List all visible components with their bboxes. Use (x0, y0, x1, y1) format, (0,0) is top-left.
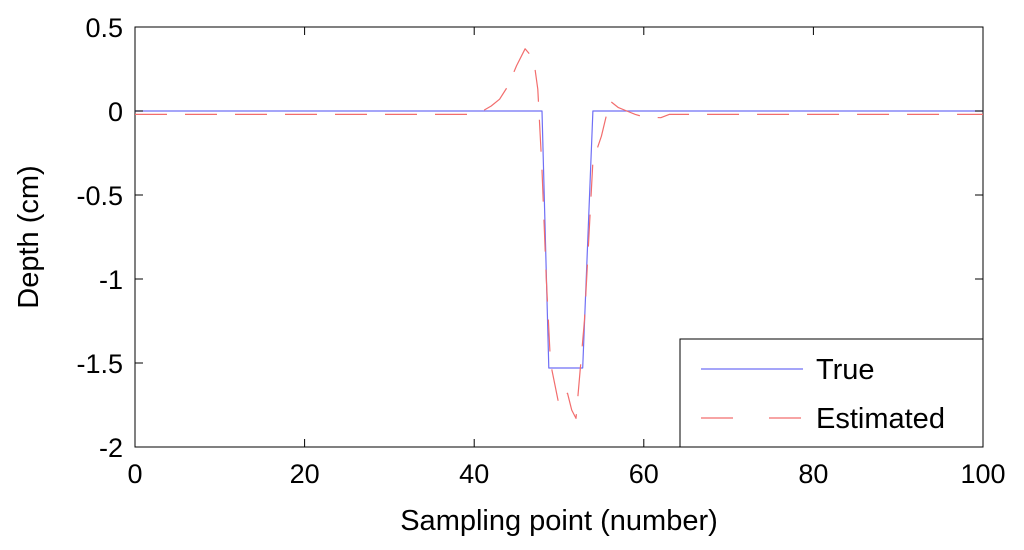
x-tick-label: 60 (629, 459, 659, 489)
y-tick-label: -2 (99, 433, 123, 463)
legend-label-1: Estimated (816, 403, 945, 435)
x-tick-label: 0 (127, 459, 142, 489)
series-lines (135, 48, 983, 419)
series-line-1 (135, 48, 983, 419)
y-tick-label: -1.5 (76, 349, 123, 379)
y-tick-label: -1 (99, 265, 123, 295)
y-tick-label: 0 (108, 97, 123, 127)
x-tick-label: 80 (798, 459, 828, 489)
x-tick-label: 20 (290, 459, 320, 489)
y-tick-label: 0.5 (85, 13, 123, 43)
y-axis-title: Depth (cm) (13, 165, 45, 308)
x-axis-title: Sampling point (number) (400, 505, 718, 537)
legend: True Estimated (679, 338, 984, 448)
legend-label-0: True (816, 354, 875, 386)
x-tick-label: 100 (960, 459, 1005, 489)
x-axis: 0 20 40 60 80 100 (127, 27, 1006, 489)
legend-box (679, 338, 984, 448)
y-axis: 0.5 0 -0.5 -1 -1.5 -2 (76, 13, 983, 463)
series-line-0 (135, 110, 983, 369)
x-tick-label: 40 (459, 459, 489, 489)
y-tick-label: -0.5 (76, 181, 123, 211)
